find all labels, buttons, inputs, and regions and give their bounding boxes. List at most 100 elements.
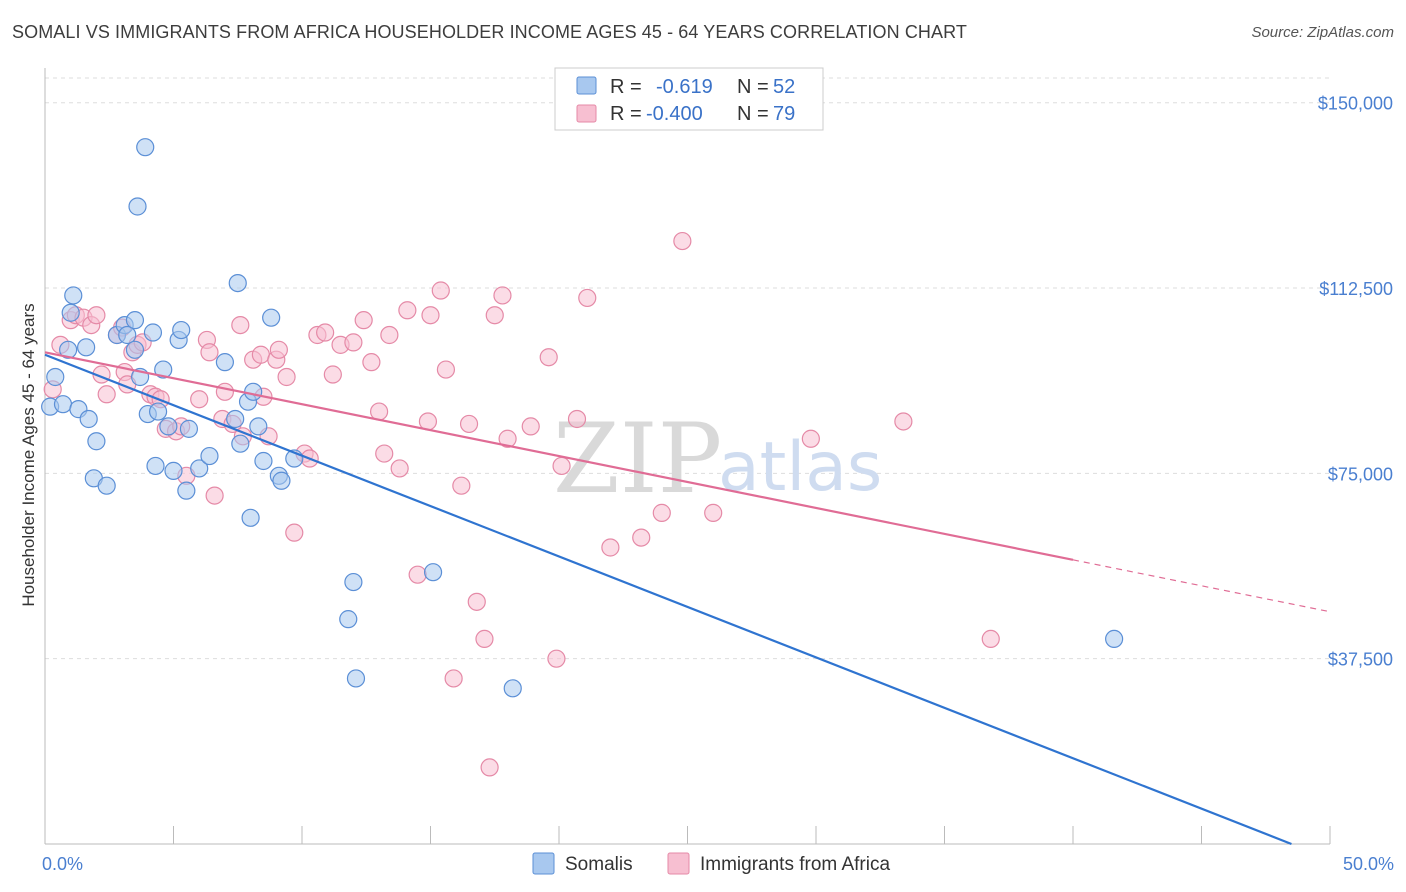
- africa-point: [215, 382, 234, 401]
- somali-point: [254, 451, 273, 471]
- africa-point: [673, 231, 692, 251]
- africa-point: [354, 311, 373, 330]
- somali-point: [177, 481, 196, 500]
- africa-point: [467, 592, 486, 611]
- somali-point: [159, 417, 178, 436]
- somali-point: [172, 320, 191, 340]
- africa-point: [277, 367, 296, 387]
- africa-point: [485, 306, 504, 325]
- somali-point: [146, 456, 165, 476]
- africa-point: [475, 629, 494, 649]
- somali-point: [215, 353, 234, 372]
- africa-point: [431, 281, 450, 300]
- y-tick-labels: $37,500 $75,000 $112,500 $150,000: [1318, 94, 1393, 670]
- somali-point: [1105, 629, 1124, 649]
- africa-point: [459, 414, 479, 434]
- legend-r-value-somali: -0.619: [656, 76, 713, 98]
- africa-point: [87, 306, 106, 325]
- somali-point: [61, 303, 80, 322]
- africa-point: [398, 301, 417, 320]
- legend-box: [554, 67, 824, 131]
- africa-trend-line: [44, 351, 1074, 561]
- africa-point: [231, 315, 250, 335]
- africa-point: [285, 523, 304, 542]
- somali-point: [164, 461, 183, 480]
- africa-point: [894, 412, 913, 431]
- africa-point: [362, 353, 381, 372]
- y-tick-label: $75,000: [1328, 464, 1393, 484]
- somali-point: [87, 432, 106, 451]
- somali-point: [125, 340, 145, 359]
- trend-lines: [44, 351, 1331, 846]
- somali-point: [46, 367, 65, 387]
- legend-n-label-africa: N =: [737, 103, 769, 125]
- africa-point: [380, 325, 399, 345]
- chart-source: Source: ZipAtlas.com: [1251, 24, 1394, 41]
- somali-point: [339, 610, 358, 629]
- legend-swatch-africa: [576, 104, 597, 123]
- africa-point: [704, 503, 723, 522]
- y-tick-label: $150,000: [1318, 94, 1393, 114]
- somali-point: [79, 409, 98, 429]
- watermark: ZIP atlas: [553, 403, 882, 515]
- somali-point: [249, 417, 268, 436]
- africa-point: [521, 417, 540, 436]
- somali-point: [346, 669, 366, 688]
- somali-point: [148, 402, 168, 421]
- watermark-atlas: atlas: [718, 428, 882, 507]
- africa-point: [444, 669, 463, 688]
- series-legend: Somalis Immigrants from Africa: [532, 852, 890, 875]
- africa-point: [421, 306, 440, 325]
- y-tick-label: $37,500: [1328, 650, 1393, 670]
- africa-point: [251, 345, 270, 364]
- somali-point: [118, 325, 137, 345]
- somali-point: [423, 563, 443, 582]
- legend-r-label-somali: R =: [610, 76, 642, 98]
- somali-point: [503, 679, 522, 698]
- x-tick-label-max: 50.0%: [1343, 854, 1394, 874]
- africa-point: [632, 528, 651, 547]
- legend-swatch-somali: [576, 76, 597, 95]
- africa-point: [493, 286, 512, 305]
- somali-point: [228, 273, 247, 293]
- africa-point: [552, 456, 571, 476]
- somali-point: [128, 197, 147, 216]
- africa-point: [190, 390, 209, 409]
- correlation-legend: R = -0.619 N = 52 R = -0.400 N = 79: [554, 67, 824, 131]
- africa-point: [539, 348, 558, 367]
- africa-point: [205, 486, 224, 505]
- africa-point: [323, 365, 342, 384]
- bottom-legend-somali: Somalis: [565, 854, 633, 875]
- somali-point: [59, 340, 78, 359]
- legend-n-label-somali: N =: [737, 76, 769, 98]
- legend-r-label-africa: R =: [610, 103, 642, 125]
- somali-point: [241, 508, 260, 527]
- africa-point: [452, 476, 471, 495]
- africa-point: [97, 385, 116, 404]
- somali-point: [226, 409, 245, 429]
- somali-point: [231, 434, 250, 453]
- africa-point: [601, 538, 620, 557]
- somali-trend-line: [44, 353, 1292, 846]
- somali-point: [179, 419, 199, 438]
- somali-points: [41, 138, 1124, 698]
- africa-point: [200, 343, 219, 362]
- africa-points: [43, 231, 1000, 777]
- axes: [44, 68, 1331, 845]
- somali-point: [64, 286, 83, 305]
- somali-point: [53, 395, 73, 414]
- legend-n-value-somali: 52: [773, 76, 795, 98]
- gridlines: [45, 77, 1330, 660]
- bottom-legend-africa: Immigrants from Africa: [700, 854, 890, 875]
- somali-point: [262, 308, 281, 327]
- bottom-legend-swatch-somali: [532, 852, 555, 875]
- y-tick-label: $112,500: [1319, 279, 1393, 299]
- africa-point: [436, 360, 456, 379]
- africa-point: [652, 503, 671, 522]
- africa-point: [981, 629, 1000, 649]
- africa-point: [547, 649, 566, 668]
- africa-point: [269, 340, 288, 359]
- somali-point: [154, 360, 173, 379]
- somali-point: [344, 572, 363, 592]
